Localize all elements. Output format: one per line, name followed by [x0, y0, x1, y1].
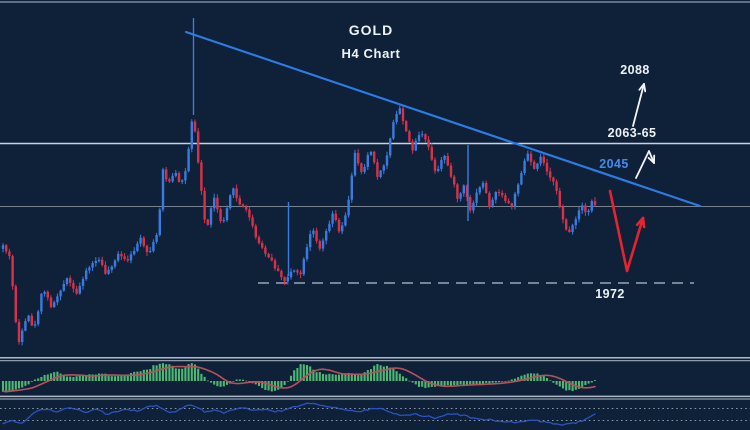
resistance-zone-label-2063-65: 2063-65 — [607, 126, 657, 140]
macd-histogram — [1, 363, 597, 393]
support-price-label-1972: 1972 — [595, 287, 625, 301]
white-projection-arrow-to-2063-65 — [635, 150, 656, 179]
long-wick-spikes — [192, 18, 469, 276]
oscillator-dotted-levels — [0, 407, 750, 422]
red-projected-drop-and-bounce-arrow — [608, 189, 646, 273]
price-gridlines — [0, 1, 750, 208]
chart-timeframe-subtitle: H4 Chart — [341, 46, 401, 61]
trendline-price-label-2045: 2045 — [599, 157, 629, 171]
descending-trendline — [184, 30, 702, 208]
white-projection-arrow-to-2088 — [632, 83, 647, 127]
oscillator-line — [2, 402, 596, 426]
chart-title: GOLD — [348, 22, 394, 38]
panel-separators — [0, 357, 750, 400]
target-price-label-2088: 2088 — [620, 63, 650, 77]
macd-signal-line — [2, 365, 596, 393]
candles-layer — [1, 105, 597, 346]
